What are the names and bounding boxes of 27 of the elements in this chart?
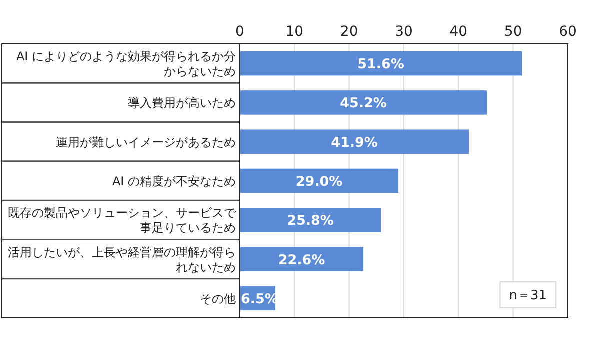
x-tick-label: 0 (236, 24, 244, 40)
bar (240, 90, 488, 115)
data-label: 29.0% (296, 174, 344, 190)
data-label: 51.6% (358, 56, 405, 73)
bar (240, 130, 470, 154)
data-label: 25.8% (287, 213, 334, 230)
y-tick-label: 運用が難しいイメージがあるため (56, 135, 236, 150)
x-tick-label: 20 (340, 24, 358, 40)
y-tick-label: その他 (200, 292, 236, 306)
y-tick-label: 活用したいが、上長や経営層の理解が得られないため (8, 245, 236, 274)
bar (240, 208, 382, 232)
data-label: 45.2% (340, 96, 388, 112)
bar (240, 168, 399, 194)
x-tick-label: 60 (559, 24, 577, 40)
bar (240, 51, 522, 76)
x-tick-label: 40 (450, 24, 468, 40)
annotation: n＝31 (509, 288, 547, 304)
y-tick-label: AI によりどのような効果が得られるか分からないため (16, 50, 236, 79)
y-tick-label: 既存の製品やソリューション、サービスで事足りているため (8, 206, 237, 236)
x-tick-label: 30 (395, 24, 413, 40)
data-label: 41.9% (331, 134, 378, 151)
bar (240, 247, 364, 272)
data-label: 22.6% (278, 252, 326, 268)
x-tick-label: 10 (286, 24, 304, 40)
x-tick-label: 50 (504, 24, 522, 40)
y-tick-label: 導入費用が高いため (128, 96, 236, 110)
y-tick-label: AI の精度が不安なため (112, 174, 236, 188)
